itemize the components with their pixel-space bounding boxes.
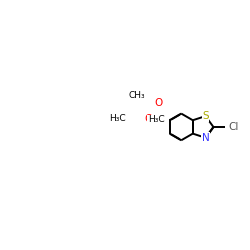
Text: S: S	[202, 111, 209, 121]
Text: H₃C: H₃C	[109, 114, 126, 123]
Text: N: N	[202, 133, 209, 143]
Text: Cl: Cl	[228, 122, 239, 132]
Text: H₃C: H₃C	[148, 115, 164, 124]
Text: O: O	[154, 98, 162, 108]
Text: CH₃: CH₃	[128, 92, 145, 100]
Text: O: O	[144, 114, 152, 124]
